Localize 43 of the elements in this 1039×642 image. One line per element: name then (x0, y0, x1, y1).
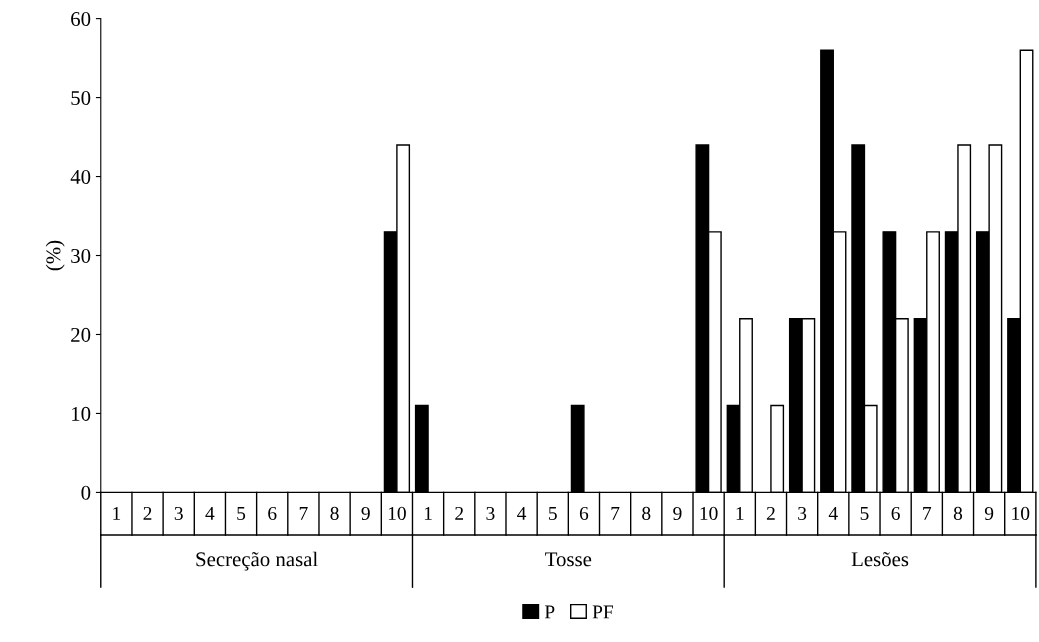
x-tick-label: 10 (700, 506, 718, 520)
x-tick-label: 2 (455, 506, 464, 520)
x-tick-label: 2 (143, 506, 152, 520)
y-tick-label: 50 (71, 90, 91, 106)
y-tick-label: 40 (70, 169, 91, 184)
x-tick-label: 4 (517, 507, 527, 520)
text: Tosse (545, 552, 592, 567)
x-tick-label: 6 (268, 506, 277, 520)
y-tick-label: 10 (72, 406, 91, 421)
x-tick-label: 7 (923, 507, 932, 520)
x-tick-label: 8 (330, 506, 339, 520)
x-tick-label: 7 (299, 507, 308, 520)
y-tick-label: 20 (71, 327, 91, 342)
x-tick-label: 1 (736, 506, 744, 520)
y-tick-label: 30 (71, 248, 91, 263)
y-tick-label: 60 (71, 11, 91, 27)
y-axis-title: (%) (45, 240, 65, 271)
x-tick-label: 6 (891, 506, 900, 520)
x-tick-label: 9 (361, 506, 370, 520)
x-tick-label: 4 (828, 507, 838, 520)
x-tick-label: 7 (611, 507, 620, 520)
x-tick-label: 9 (673, 506, 682, 520)
text: Secreção nasal (196, 551, 318, 571)
x-tick-label: 5 (860, 507, 869, 520)
text: Lesões (851, 552, 909, 567)
x-tick-label: 5 (237, 507, 246, 520)
x-tick-label: 3 (174, 506, 183, 520)
x-tick-label: 6 (579, 506, 589, 520)
x-tick-label: 1 (113, 506, 121, 520)
x-tick-label: 10 (1012, 506, 1030, 520)
x-tick-label: 1 (424, 506, 432, 520)
x-tick-label: 9 (984, 506, 994, 520)
x-tick-label: 2 (766, 506, 775, 520)
x-tick-label: 3 (486, 506, 495, 520)
x-tick-label: 5 (549, 507, 557, 520)
legend-label: P (544, 605, 555, 619)
x-tick-label: 8 (953, 506, 963, 520)
legend-label: PF (592, 605, 614, 619)
y-tick-label: 0 (81, 485, 91, 500)
x-tick-label: 3 (798, 506, 807, 520)
x-tick-label: 4 (205, 507, 215, 520)
x-tick-label: 10 (388, 506, 406, 520)
x-tick-label: 8 (642, 506, 651, 520)
